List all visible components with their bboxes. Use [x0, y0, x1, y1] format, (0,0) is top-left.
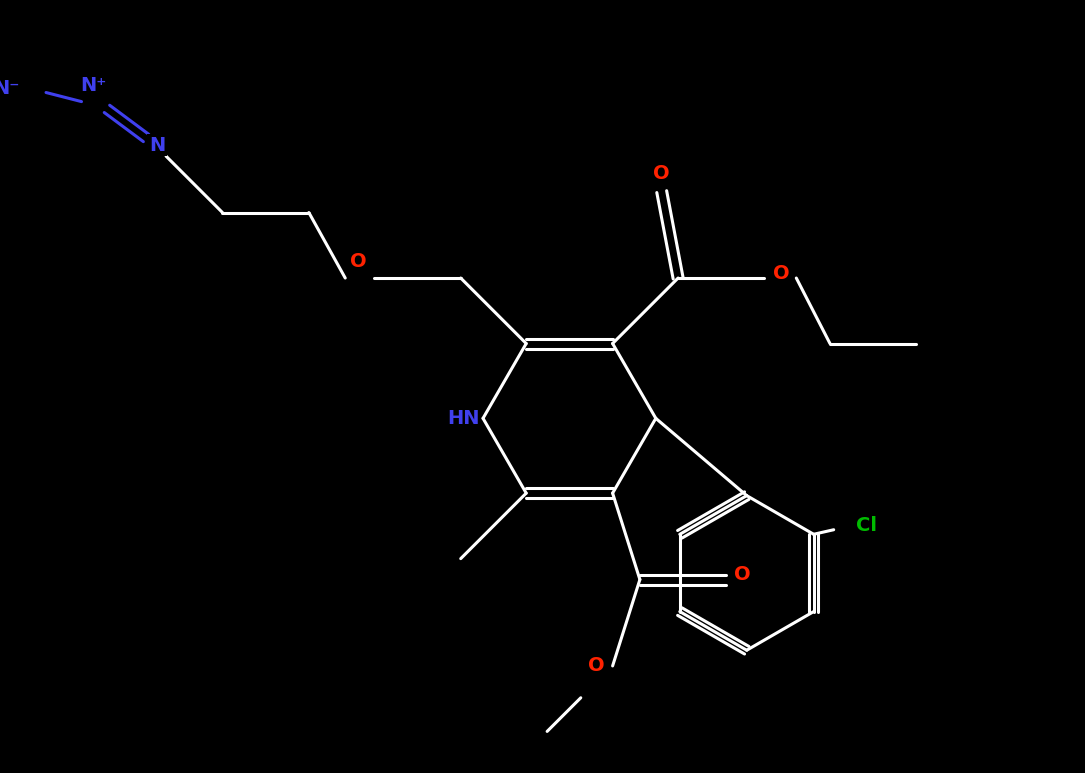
Text: O: O: [588, 656, 604, 676]
Text: O: O: [653, 164, 671, 183]
Text: N⁺: N⁺: [80, 76, 106, 95]
Text: N: N: [149, 136, 165, 155]
Text: HN: HN: [447, 409, 480, 427]
Text: O: O: [349, 252, 367, 271]
Text: O: O: [773, 264, 789, 283]
Text: Cl: Cl: [856, 516, 877, 535]
Text: N⁻: N⁻: [0, 80, 21, 98]
Text: O: O: [735, 566, 751, 584]
